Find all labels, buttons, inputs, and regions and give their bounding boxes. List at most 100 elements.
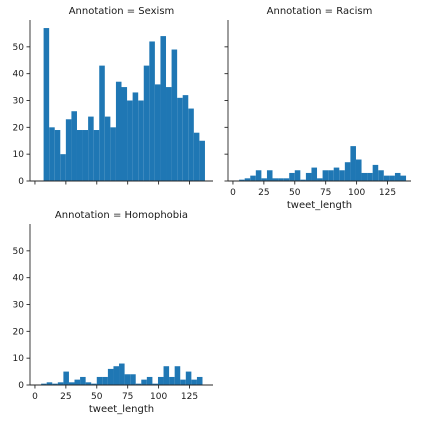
x-tick-label-2-2: 50 bbox=[91, 392, 103, 402]
histogram-bar-1-1 bbox=[244, 178, 251, 181]
histogram-bar-1-6 bbox=[272, 178, 279, 181]
histogram-bar-0-3 bbox=[60, 154, 66, 181]
histogram-bar-0-28 bbox=[199, 140, 205, 181]
facet-title-2: Annotation = Homophobia bbox=[55, 210, 188, 221]
histogram-bar-1-27 bbox=[389, 175, 395, 181]
histogram-bar-1-21 bbox=[355, 159, 362, 181]
x-axis-label-1: tweet_length bbox=[287, 200, 352, 211]
histogram-bar-2-3 bbox=[57, 382, 64, 385]
histogram-bar-2-27 bbox=[191, 379, 197, 385]
histogram-bar-1-7 bbox=[278, 178, 284, 181]
x-tick-label-2-5: 125 bbox=[181, 392, 198, 402]
y-tick-label-2-1: 10 bbox=[13, 354, 25, 364]
histogram-bar-0-8 bbox=[88, 116, 94, 181]
x-tick-label-2-0: 0 bbox=[32, 392, 38, 402]
histogram-bar-2-14 bbox=[119, 363, 125, 385]
histogram-bar-0-23 bbox=[171, 49, 178, 181]
histogram-bar-0-7 bbox=[82, 130, 89, 181]
histogram-bar-0-18 bbox=[143, 65, 150, 181]
histogram-bar-2-20 bbox=[152, 383, 158, 385]
y-tick-label-0-3: 30 bbox=[13, 97, 25, 107]
histogram-bar-0-1 bbox=[49, 127, 55, 181]
x-tick-label-1-2: 50 bbox=[289, 188, 301, 198]
x-tick-label-2-4: 100 bbox=[150, 392, 167, 402]
y-tick-label-0-2: 20 bbox=[13, 123, 25, 133]
x-tick-label-2-1: 25 bbox=[60, 392, 71, 402]
x-tick-label-1-4: 100 bbox=[348, 188, 365, 198]
histogram-bar-0-19 bbox=[149, 41, 155, 181]
histogram-bar-1-13 bbox=[311, 167, 318, 181]
histogram-bar-0-15 bbox=[127, 100, 133, 181]
histogram-bar-2-16 bbox=[130, 374, 136, 385]
x-axis-label-2: tweet_length bbox=[89, 404, 154, 415]
histogram-bar-2-22 bbox=[163, 366, 170, 385]
histogram-bar-2-4 bbox=[63, 371, 69, 385]
histogram-bar-1-20 bbox=[350, 146, 356, 181]
histogram-bar-0-24 bbox=[177, 97, 183, 181]
histogram-bar-2-12 bbox=[107, 368, 114, 385]
y-tick-label-0-5: 50 bbox=[13, 43, 25, 53]
histogram-bar-1-19 bbox=[344, 162, 351, 181]
histogram-bar-0-26 bbox=[188, 108, 194, 181]
histogram-bar-1-9 bbox=[289, 172, 295, 181]
y-tick-label-2-4: 40 bbox=[13, 274, 25, 284]
histogram-bar-2-1 bbox=[46, 382, 53, 385]
histogram-bar-2-24 bbox=[174, 366, 181, 385]
histogram-bar-1-25 bbox=[378, 170, 384, 181]
histogram-bar-2-21 bbox=[157, 376, 164, 385]
y-tick-label-2-2: 20 bbox=[13, 327, 25, 337]
histogram-bar-1-8 bbox=[283, 178, 290, 181]
histogram-bar-2-26 bbox=[185, 371, 192, 385]
histogram-bar-2-9 bbox=[91, 383, 97, 385]
y-tick-label-0-0: 0 bbox=[18, 177, 24, 187]
histogram-bar-1-28 bbox=[394, 172, 401, 181]
histogram-bar-0-10 bbox=[99, 65, 105, 181]
histogram-bar-2-23 bbox=[169, 376, 175, 385]
histogram-bar-0-22 bbox=[166, 87, 172, 181]
histogram-bar-1-4 bbox=[261, 178, 267, 181]
histogram-bar-0-11 bbox=[104, 116, 111, 181]
y-tick-label-2-5: 50 bbox=[13, 247, 25, 257]
histogram-bar-1-2 bbox=[250, 175, 256, 181]
histogram-bar-2-2 bbox=[52, 383, 58, 385]
histogram-bar-1-14 bbox=[317, 178, 323, 181]
facet-title-1: Annotation = Racism bbox=[267, 6, 373, 17]
histogram-bar-2-0 bbox=[41, 383, 47, 385]
histogram-bar-2-28 bbox=[196, 376, 203, 385]
histogram-bar-2-18 bbox=[141, 379, 147, 385]
histogram-bar-0-14 bbox=[121, 87, 128, 181]
histogram-bar-1-18 bbox=[339, 170, 345, 181]
histogram-bar-1-17 bbox=[333, 167, 340, 181]
histogram-bar-2-15 bbox=[124, 374, 131, 385]
histogram-bar-1-29 bbox=[400, 175, 407, 181]
histogram-bar-1-11 bbox=[300, 179, 306, 181]
histogram-bar-1-22 bbox=[361, 172, 368, 181]
histogram-bar-2-11 bbox=[102, 376, 108, 385]
histogram-bar-1-10 bbox=[294, 170, 301, 181]
histogram-bar-2-13 bbox=[113, 366, 120, 385]
x-tick-label-1-0: 0 bbox=[230, 188, 236, 198]
histogram-bar-1-12 bbox=[305, 172, 312, 181]
histogram-bar-1-24 bbox=[372, 164, 379, 181]
facet-title-0: Annotation = Sexism bbox=[69, 6, 175, 17]
histogram-bar-2-8 bbox=[85, 382, 92, 385]
histogram-bar-0-4 bbox=[65, 119, 72, 181]
histogram-bar-1-23 bbox=[367, 172, 373, 181]
histogram-bar-1-5 bbox=[266, 170, 273, 181]
histogram-bar-1-26 bbox=[383, 175, 390, 181]
histogram-bar-2-6 bbox=[74, 379, 81, 385]
x-tick-label-2-3: 75 bbox=[122, 392, 133, 402]
histogram-bar-0-6 bbox=[76, 130, 83, 181]
x-tick-label-1-1: 25 bbox=[258, 188, 269, 198]
histogram-bar-2-5 bbox=[68, 382, 75, 385]
histogram-bar-0-2 bbox=[54, 130, 61, 181]
histogram-bar-1-0 bbox=[239, 179, 245, 181]
y-tick-label-2-3: 30 bbox=[13, 301, 25, 311]
histogram-bar-0-0 bbox=[43, 28, 50, 181]
histogram-bar-1-3 bbox=[255, 170, 262, 181]
y-tick-label-2-0: 0 bbox=[18, 381, 24, 391]
histogram-bar-1-15 bbox=[322, 170, 329, 181]
histogram-bar-0-21 bbox=[160, 36, 167, 181]
histogram-bar-0-9 bbox=[93, 130, 100, 181]
